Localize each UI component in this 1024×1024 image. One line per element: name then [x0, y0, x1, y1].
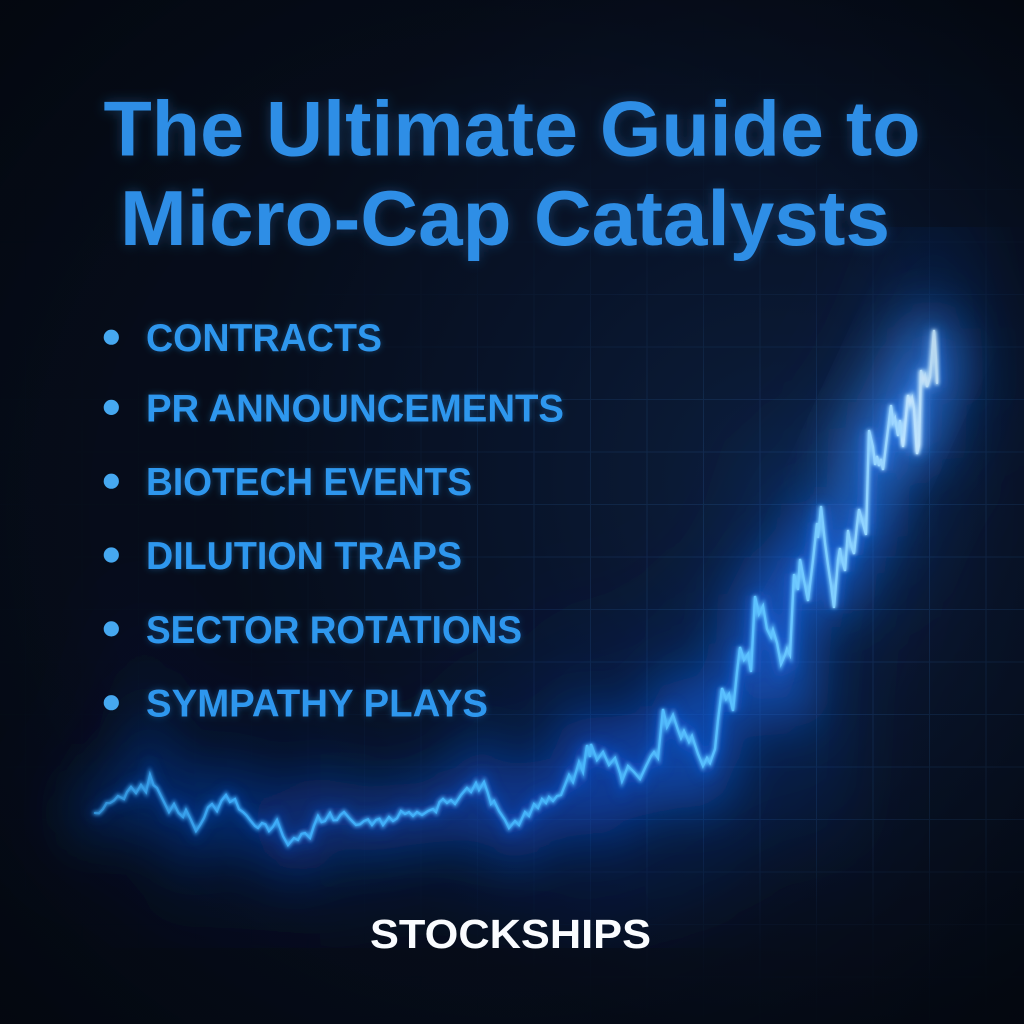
svg-text:Micro-Cap Catalysts: Micro-Cap Catalysts — [120, 174, 890, 262]
svg-text:STOCKSHIPS: STOCKSHIPS — [370, 911, 651, 957]
svg-text:SECTOR ROTATIONS: SECTOR ROTATIONS — [146, 609, 522, 652]
svg-text:PR ANNOUNCEMENTS: PR ANNOUNCEMENTS — [146, 387, 564, 430]
svg-text:CONTRACTS: CONTRACTS — [146, 317, 382, 360]
svg-text:DILUTION TRAPS: DILUTION TRAPS — [146, 535, 462, 578]
svg-text:The Ultimate Guide to: The Ultimate Guide to — [104, 85, 921, 173]
svg-text:BIOTECH EVENTS: BIOTECH EVENTS — [146, 461, 472, 504]
svg-text:SYMPATHY PLAYS: SYMPATHY PLAYS — [146, 683, 488, 726]
